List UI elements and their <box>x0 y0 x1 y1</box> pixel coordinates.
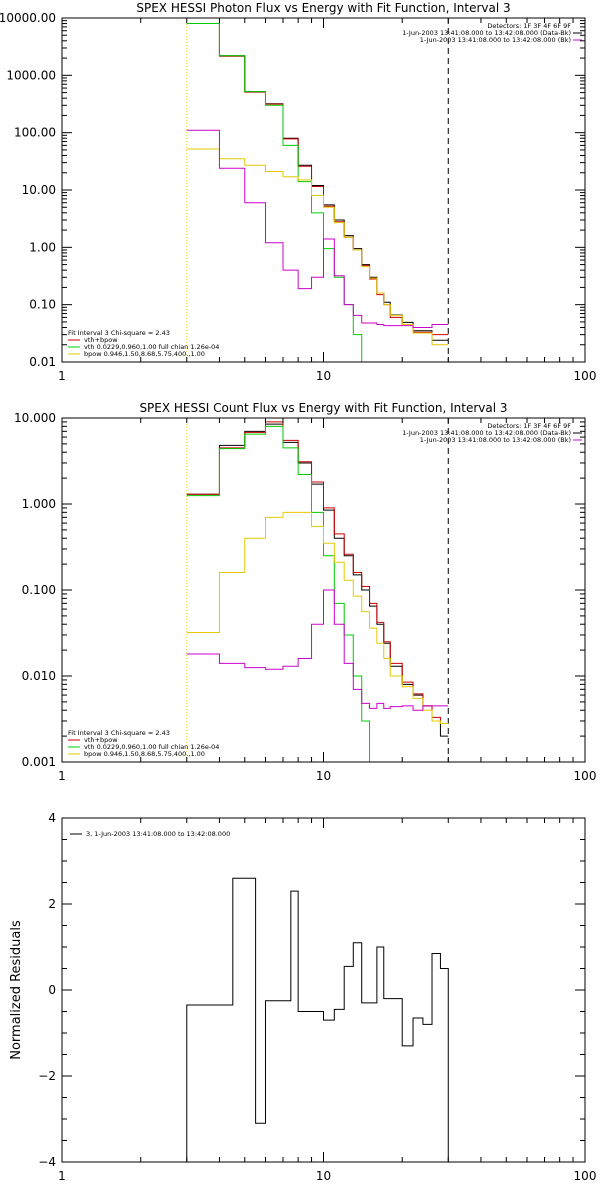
y-tick-label: 0.100 <box>22 583 56 597</box>
legend-entry: 1-Jun-2003 13:41:08.000 to 13:42:08.000 … <box>420 436 571 444</box>
series-group <box>186 23 449 362</box>
legend-entry: bpow 0.946,1.50,8.68,5.75,400.,1.00 <box>84 750 205 758</box>
y-tick-label: 0.01 <box>29 355 56 369</box>
y-tick-label: 1000.00 <box>6 68 56 82</box>
chart-2: SPEX HESSI Count Flux vs Energy with Fit… <box>14 401 597 783</box>
series-total-line <box>186 23 449 341</box>
series-group <box>186 877 449 1162</box>
x-tick-label: 100 <box>574 1169 597 1183</box>
series-total-line <box>186 423 449 737</box>
legend-entry: vth 0.0229,0.960,1.00 full chian 1.26e-0… <box>84 343 219 351</box>
y-tick-label: 4 <box>48 811 56 825</box>
legend-entry: Detectors: 1F 3F 4F 6F 9F <box>487 422 571 430</box>
series-fit-line <box>186 421 449 725</box>
legend-entry: vth+bpow <box>84 336 118 344</box>
legend-entry: bpow 0.946,1.50,8.68,5.75,400.,1.00 <box>84 350 205 358</box>
series-total-line <box>186 877 449 1162</box>
chart-title: SPEX HESSI Photon Flux vs Energy with Fi… <box>136 1 510 15</box>
series-fit-line <box>186 23 449 336</box>
x-tick-label: 100 <box>574 369 597 383</box>
y-tick-label: 1.000 <box>22 497 56 511</box>
y-tick-label: 10.000 <box>14 411 56 425</box>
legend-entry: 1-Jun-2003 13:41:08.000 to 13:42:08.000 … <box>402 429 571 437</box>
y-tick-label: −4 <box>38 1155 56 1169</box>
x-tick-label: 10 <box>316 1169 331 1183</box>
series-bk-line <box>186 589 449 711</box>
series-bpow-line <box>186 511 449 725</box>
legend-entry: vth 0.0229,0.960,1.00 full chian 1.26e-0… <box>84 743 219 751</box>
y-tick-label: 0.10 <box>29 298 56 312</box>
chart-title: SPEX HESSI Count Flux vs Energy with Fit… <box>139 401 507 415</box>
chart-3: Normalized Residuals 1 10 100 4 2 0 −2 −4 3, 1-Ju… <box>9 811 596 1183</box>
y-tick-label: 100.00 <box>14 126 56 140</box>
legend-entry: 1-Jun-2003 13:41:08.000 to 13:42:08.000 … <box>402 29 571 37</box>
series-group <box>186 421 449 762</box>
y-axis-label: Normalized Residuals <box>9 920 24 1060</box>
plot-frame <box>61 817 586 1163</box>
legend-entry: Fit Interval 3 Chi-square = 2.43 <box>68 329 170 337</box>
x-tick-label: 1 <box>58 1169 66 1183</box>
y-tick-label: 1.00 <box>29 240 56 254</box>
y-tick-label: 10000.00 <box>0 11 56 25</box>
legend-entry: Detectors: 1F 3F 4F 6F 9F <box>487 22 571 30</box>
y-tick-label: −2 <box>38 1069 56 1083</box>
x-tick-label: 10 <box>316 769 331 783</box>
chart-1: SPEX HESSI Photon Flux vs Energy with Fi… <box>0 1 597 383</box>
legend-entry: vth+bpow <box>84 736 118 744</box>
x-tick-label: 100 <box>574 769 597 783</box>
x-tick-label: 10 <box>316 369 331 383</box>
legend-entry: 1-Jun-2003 13:41:08.000 to 13:42:08.000 … <box>420 36 571 44</box>
y-tick-label: 10.00 <box>22 183 56 197</box>
x-tick-label: 1 <box>58 769 66 783</box>
y-tick-label: 2 <box>48 897 56 911</box>
series-vth-line <box>186 425 378 762</box>
y-tick-label: 0 <box>48 983 56 997</box>
series-vth-line <box>186 23 371 362</box>
legend-entry: 3, 1-Jun-2003 13:41:08.000 to 13:42:08.0… <box>86 830 230 838</box>
series-bpow-line <box>186 148 449 346</box>
legend-entry: Fit Interval 3 Chi-square = 2.43 <box>68 729 170 737</box>
x-tick-label: 1 <box>58 369 66 383</box>
y-tick-label: 0.010 <box>22 669 56 683</box>
y-tick-label: 0.001 <box>22 755 56 769</box>
series-bk-line <box>186 129 449 328</box>
